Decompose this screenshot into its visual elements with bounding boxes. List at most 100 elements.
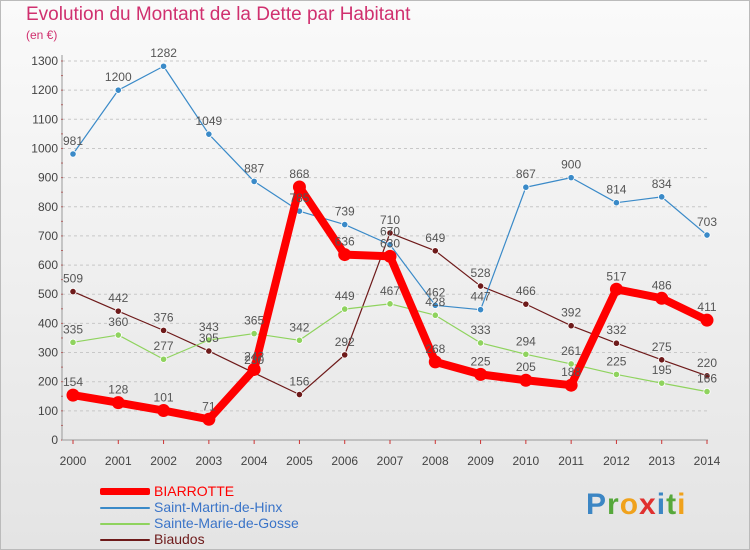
logo-letter: P <box>586 488 608 521</box>
y-tick-label: 0 <box>51 433 58 447</box>
data-label-biaudos: 156 <box>289 375 309 389</box>
legend-swatch <box>100 539 150 541</box>
data-label-sainte-marie-de-gosse: 428 <box>425 295 445 309</box>
data-label-biaudos: 442 <box>108 291 128 305</box>
x-tick-label: 2001 <box>105 454 132 468</box>
data-point-sainte-marie-de-gosse <box>205 336 213 344</box>
data-point-sainte-marie-de-gosse <box>295 336 304 344</box>
data-point-sainte-marie-de-gosse <box>69 338 77 346</box>
y-tick-label: 500 <box>38 287 58 301</box>
data-point-biaudos <box>114 307 122 315</box>
data-label-biaudos: 528 <box>471 266 491 280</box>
data-point-sainte-marie-de-gosse <box>114 331 122 339</box>
data-point-sainte-marie-de-gosse <box>522 350 530 358</box>
data-point-biaudos <box>159 326 168 334</box>
logo-letter: t <box>666 488 678 521</box>
logo-letter: o <box>619 488 640 521</box>
data-label-biarrotte: 101 <box>154 391 174 405</box>
data-point-biaudos <box>386 229 394 237</box>
x-tick-label: 2010 <box>513 454 540 468</box>
legend-item: BIARROTTE <box>100 483 400 500</box>
data-point-biarrotte <box>700 313 714 327</box>
y-tick-label: 700 <box>38 229 58 243</box>
data-label-saint-martin-de-hinx: 1049 <box>196 114 223 128</box>
data-label-biarrotte: 242 <box>244 349 264 363</box>
data-point-saint-martin-de-hinx <box>567 174 575 182</box>
data-label-biaudos: 292 <box>335 335 355 349</box>
legend: BIARROTTE Saint-Martin-de-Hinx Sainte-Mari… <box>100 483 400 548</box>
data-label-sainte-marie-de-gosse: 195 <box>652 363 672 377</box>
data-point-biarrotte <box>428 355 442 369</box>
legend-swatch <box>100 523 150 525</box>
data-label-biarrotte: 486 <box>652 278 672 292</box>
data-label-biaudos: 230 <box>244 353 264 367</box>
data-point-saint-martin-de-hinx <box>250 177 258 186</box>
data-point-biaudos <box>567 322 575 330</box>
data-point-saint-martin-de-hinx <box>476 306 485 314</box>
data-point-biaudos <box>612 339 621 347</box>
data-label-biarrotte: 128 <box>108 383 128 397</box>
data-label-saint-martin-de-hinx: 447 <box>471 290 491 304</box>
legend-label: BIARROTTE <box>154 483 235 499</box>
x-tick-label: 2008 <box>422 454 449 468</box>
data-point-biaudos <box>341 351 349 359</box>
y-tick-label: 300 <box>38 346 58 360</box>
x-tick-label: 2014 <box>694 454 721 468</box>
data-point-saint-martin-de-hinx <box>522 183 530 191</box>
data-point-saint-martin-de-hinx <box>341 220 349 229</box>
x-tick-label: 2006 <box>331 454 358 468</box>
data-label-biaudos: 649 <box>425 231 445 245</box>
data-point-biarrotte <box>247 362 261 376</box>
data-point-biarrotte <box>383 249 397 263</box>
data-point-biarrotte <box>202 412 216 426</box>
y-tick-label: 600 <box>38 258 58 272</box>
data-label-saint-martin-de-hinx: 785 <box>289 191 309 205</box>
data-point-saint-martin-de-hinx <box>205 130 213 138</box>
data-point-sainte-marie-de-gosse <box>703 388 711 396</box>
data-point-biarrotte <box>564 378 578 392</box>
data-label-sainte-marie-de-gosse: 449 <box>335 289 355 303</box>
data-label-biaudos: 509 <box>63 272 83 286</box>
data-point-saint-martin-de-hinx <box>114 86 122 94</box>
data-point-saint-martin-de-hinx <box>159 62 168 70</box>
data-point-biarrotte <box>609 282 623 296</box>
data-label-biarrotte: 71 <box>202 399 216 413</box>
data-point-biaudos <box>295 390 304 399</box>
data-label-saint-martin-de-hinx: 703 <box>697 215 717 229</box>
data-point-sainte-marie-de-gosse <box>386 300 394 308</box>
data-point-biarrotte <box>111 396 125 410</box>
data-point-sainte-marie-de-gosse <box>612 370 621 379</box>
x-tick-label: 2003 <box>196 454 223 468</box>
data-label-saint-martin-de-hinx: 900 <box>561 158 581 172</box>
unit-label: (en €) <box>26 28 58 42</box>
legend-label: Biaudos <box>154 531 205 547</box>
data-point-sainte-marie-de-gosse <box>567 360 575 368</box>
proxiti-logo: Proxiti <box>586 488 686 522</box>
data-label-sainte-marie-de-gosse: 342 <box>289 320 309 334</box>
data-label-saint-martin-de-hinx: 670 <box>380 225 400 239</box>
chart-title: Evolution du Montant de la Dette par Hab… <box>26 4 411 25</box>
data-label-biarrotte: 225 <box>471 354 491 368</box>
data-point-biaudos <box>522 300 530 308</box>
data-point-sainte-marie-de-gosse <box>341 305 349 313</box>
y-tick-label: 400 <box>38 316 58 330</box>
data-point-saint-martin-de-hinx <box>612 199 621 207</box>
data-label-biaudos: 275 <box>652 340 672 354</box>
data-point-biarrotte <box>655 291 669 305</box>
x-tick-label: 2009 <box>467 454 494 468</box>
x-tick-label: 2013 <box>648 454 675 468</box>
data-label-saint-martin-de-hinx: 981 <box>63 134 83 148</box>
y-tick-label: 800 <box>38 200 58 214</box>
logo-letter: i <box>677 488 687 521</box>
data-label-biarrotte: 205 <box>516 360 536 374</box>
data-label-saint-martin-de-hinx: 462 <box>425 285 445 299</box>
data-point-biarrotte <box>157 404 171 418</box>
y-tick-label: 1300 <box>31 54 58 68</box>
data-label-sainte-marie-de-gosse: 365 <box>244 314 264 328</box>
data-point-biaudos <box>658 356 666 364</box>
data-point-biarrotte <box>292 180 306 194</box>
data-label-sainte-marie-de-gosse: 333 <box>471 323 491 337</box>
data-point-sainte-marie-de-gosse <box>658 379 666 387</box>
data-point-biaudos <box>431 247 439 255</box>
